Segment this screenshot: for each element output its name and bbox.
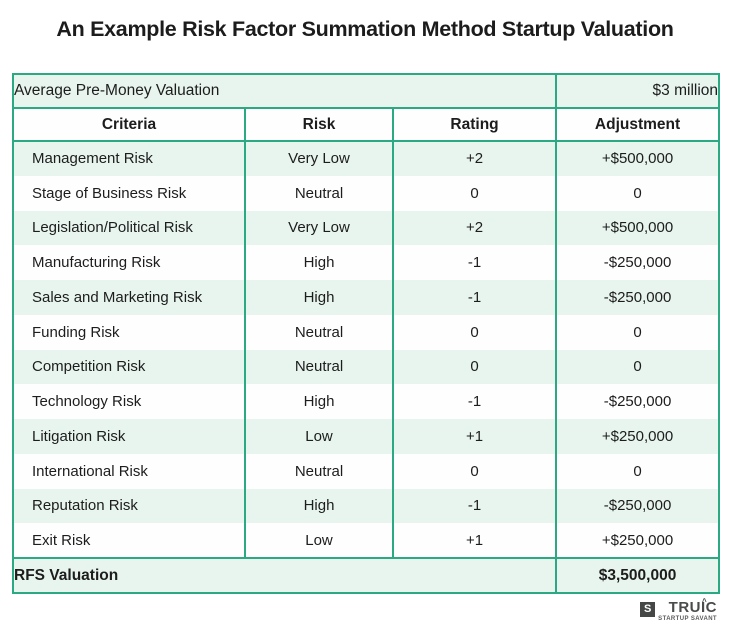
rating-cell: 0: [391, 349, 557, 385]
risk-cell: Low: [244, 419, 393, 454]
table-row: Exit Risk Low +1 +$250,000: [13, 523, 720, 558]
rating-cell: 0: [391, 175, 557, 211]
column-header-row: Criteria Risk Rating Adjustment: [13, 108, 720, 142]
criteria-cell: Competition Risk: [13, 349, 245, 385]
risk-cell: High: [244, 488, 393, 524]
criteria-cell: Sales and Marketing Risk: [13, 280, 245, 315]
rfs-valuation-value: $3,500,000: [555, 557, 720, 593]
table-row: Manufacturing Risk High -1 -$250,000: [13, 245, 720, 280]
risk-cell: Very Low: [244, 210, 393, 246]
arrow-up-icon: ^: [702, 597, 708, 606]
table-row: Litigation Risk Low +1 +$250,000: [13, 419, 720, 454]
criteria-cell: International Risk: [13, 453, 245, 489]
rating-cell: -1: [391, 488, 557, 524]
adjustment-cell: -$250,000: [555, 488, 720, 524]
table-row: Legislation/Political Risk Very Low +2 +…: [13, 210, 720, 246]
column-header-rating: Rating: [391, 108, 557, 142]
risk-cell: Very Low: [244, 141, 393, 176]
risk-cell: High: [244, 384, 393, 419]
criteria-cell: Stage of Business Risk: [13, 175, 245, 211]
truic-logo: S TRUIC ^ STARTUP SAVANT: [640, 597, 717, 622]
rating-cell: -1: [391, 280, 557, 315]
rating-cell: +1: [391, 523, 557, 558]
logo-square-icon: S: [640, 602, 656, 617]
risk-cell: Neutral: [244, 175, 393, 211]
risk-cell: High: [244, 245, 393, 280]
adjustment-cell: 0: [555, 175, 720, 211]
risk-cell: Neutral: [244, 453, 393, 489]
adjustment-cell: +$250,000: [555, 419, 720, 454]
adjustment-cell: -$250,000: [555, 245, 720, 280]
risk-cell: Neutral: [244, 314, 393, 350]
table-row: Reputation Risk High -1 -$250,000: [13, 488, 720, 524]
pre-money-label: Average Pre-Money Valuation: [13, 74, 557, 109]
column-header-adjustment: Adjustment: [555, 108, 720, 142]
column-header-risk: Risk: [244, 108, 393, 142]
adjustment-cell: +$250,000: [555, 523, 720, 558]
criteria-cell: Technology Risk: [13, 384, 245, 419]
risk-cell: High: [244, 280, 393, 315]
adjustment-cell: 0: [555, 349, 720, 385]
risk-cell: Neutral: [244, 349, 393, 385]
table-row: Competition Risk Neutral 0 0: [13, 349, 720, 385]
table-row: Technology Risk High -1 -$250,000: [13, 384, 720, 419]
rating-cell: -1: [391, 384, 557, 419]
rating-cell: +2: [391, 141, 557, 176]
logo-brand-text: TRUIC ^: [669, 597, 717, 615]
criteria-cell: Manufacturing Risk: [13, 245, 245, 280]
criteria-cell: Management Risk: [13, 141, 245, 176]
risk-summation-table: Average Pre-Money Valuation $3 million C…: [12, 73, 721, 594]
table-row: Management Risk Very Low +2 +$500,000: [13, 141, 720, 176]
criteria-cell: Funding Risk: [13, 314, 245, 350]
criteria-cell: Exit Risk: [13, 523, 245, 558]
rating-cell: +2: [391, 210, 557, 246]
criteria-cell: Legislation/Political Risk: [13, 210, 245, 246]
logo-tagline: STARTUP SAVANT: [658, 616, 717, 622]
table-row: Funding Risk Neutral 0 0: [13, 314, 720, 350]
adjustment-cell: 0: [555, 453, 720, 489]
adjustment-cell: 0: [555, 314, 720, 350]
table-row: Sales and Marketing Risk High -1 -$250,0…: [13, 280, 720, 315]
adjustment-cell: +$500,000: [555, 210, 720, 246]
table-row: Stage of Business Risk Neutral 0 0: [13, 175, 720, 211]
adjustment-cell: -$250,000: [555, 280, 720, 315]
rating-cell: +1: [391, 419, 557, 454]
rfs-valuation-label: RFS Valuation: [13, 557, 557, 593]
adjustment-cell: +$500,000: [555, 141, 720, 176]
pre-money-row: Average Pre-Money Valuation $3 million: [13, 74, 720, 109]
rating-cell: 0: [391, 314, 557, 350]
rating-cell: -1: [391, 245, 557, 280]
table-body: Management Risk Very Low +2 +$500,000 St…: [13, 141, 720, 558]
criteria-cell: Litigation Risk: [13, 419, 245, 454]
column-header-criteria: Criteria: [13, 108, 245, 142]
adjustment-cell: -$250,000: [555, 384, 720, 419]
pre-money-value: $3 million: [555, 74, 720, 109]
risk-cell: Low: [244, 523, 393, 558]
page-title: An Example Risk Factor Summation Method …: [56, 17, 674, 41]
rfs-valuation-row: RFS Valuation $3,500,000: [13, 557, 720, 593]
table-row: International Risk Neutral 0 0: [13, 453, 720, 489]
rating-cell: 0: [391, 453, 557, 489]
criteria-cell: Reputation Risk: [13, 488, 245, 524]
